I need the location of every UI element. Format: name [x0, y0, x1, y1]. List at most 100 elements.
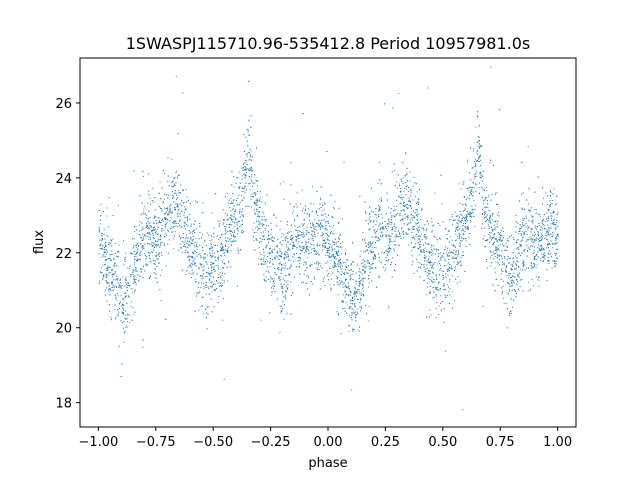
- data-point: [345, 294, 347, 296]
- data-point: [258, 206, 260, 208]
- data-point: [292, 236, 294, 238]
- data-point: [556, 236, 558, 238]
- data-point: [302, 113, 304, 115]
- data-point: [534, 191, 536, 193]
- data-point: [217, 235, 219, 237]
- data-point: [161, 269, 163, 271]
- data-point: [378, 276, 380, 278]
- data-point: [308, 294, 310, 296]
- data-point: [272, 285, 274, 287]
- data-point: [541, 229, 543, 231]
- data-point: [123, 341, 125, 343]
- data-point: [287, 249, 289, 251]
- data-point: [158, 255, 160, 257]
- data-point: [135, 255, 137, 257]
- data-point: [302, 250, 304, 252]
- data-point: [369, 216, 371, 218]
- data-point: [210, 298, 212, 300]
- data-point: [172, 222, 174, 224]
- data-point: [454, 211, 456, 213]
- data-point: [314, 278, 316, 280]
- data-point: [447, 270, 449, 272]
- data-point: [261, 223, 263, 225]
- data-point: [396, 187, 398, 189]
- data-point: [254, 174, 256, 176]
- data-point: [547, 232, 549, 234]
- data-point: [539, 248, 541, 250]
- data-point: [485, 215, 487, 217]
- data-point: [120, 286, 122, 288]
- data-point: [416, 228, 418, 230]
- data-point: [513, 280, 514, 282]
- data-point: [149, 216, 151, 218]
- data-point: [491, 213, 493, 215]
- data-point: [117, 315, 119, 317]
- data-point: [356, 298, 358, 300]
- data-point: [362, 239, 364, 241]
- data-point: [410, 214, 412, 216]
- data-point: [340, 263, 342, 265]
- data-point: [334, 256, 336, 258]
- data-point: [192, 272, 194, 274]
- data-point: [227, 251, 229, 253]
- data-point: [410, 205, 412, 207]
- data-point: [404, 213, 406, 215]
- data-point: [283, 181, 285, 183]
- data-point: [161, 224, 163, 226]
- data-point: [279, 279, 281, 281]
- data-point: [320, 207, 322, 209]
- data-point: [495, 252, 497, 254]
- data-point: [308, 208, 310, 210]
- data-point: [541, 246, 543, 248]
- data-point: [529, 246, 531, 248]
- data-point: [550, 240, 552, 242]
- data-point: [225, 240, 227, 241]
- data-point: [149, 236, 151, 238]
- data-point: [213, 228, 215, 230]
- data-point: [168, 185, 170, 187]
- data-point: [305, 261, 307, 263]
- data-point: [492, 164, 494, 166]
- data-point: [432, 297, 434, 299]
- data-point: [226, 219, 228, 221]
- data-point: [446, 269, 448, 271]
- data-point: [553, 211, 555, 213]
- data-point: [194, 241, 196, 243]
- data-point: [263, 239, 265, 241]
- data-point: [415, 259, 417, 261]
- data-point: [485, 187, 487, 189]
- data-point: [178, 175, 180, 177]
- data-point: [244, 192, 246, 194]
- data-point: [132, 268, 134, 270]
- data-point: [266, 255, 268, 257]
- data-point: [501, 235, 503, 237]
- data-point: [128, 296, 130, 298]
- data-point: [469, 211, 471, 213]
- data-point: [122, 307, 124, 309]
- data-point: [247, 168, 249, 170]
- data-point: [256, 202, 258, 204]
- data-point: [382, 228, 384, 230]
- data-point: [439, 263, 441, 265]
- data-point: [156, 246, 158, 248]
- data-point: [299, 263, 301, 265]
- data-point: [548, 220, 550, 222]
- data-point: [189, 264, 191, 266]
- data-point: [145, 264, 147, 266]
- data-point: [552, 193, 554, 195]
- data-point: [288, 274, 290, 276]
- data-point: [256, 220, 258, 222]
- data-point: [159, 262, 161, 264]
- data-point: [487, 224, 489, 226]
- data-point: [465, 205, 467, 207]
- data-point: [334, 263, 336, 265]
- data-point: [359, 195, 361, 197]
- data-point: [152, 237, 154, 239]
- data-point: [469, 219, 471, 221]
- data-point: [199, 225, 201, 227]
- data-point: [446, 238, 448, 240]
- data-point: [322, 244, 324, 246]
- data-point: [374, 253, 376, 255]
- data-point: [478, 143, 480, 145]
- data-point: [517, 252, 519, 254]
